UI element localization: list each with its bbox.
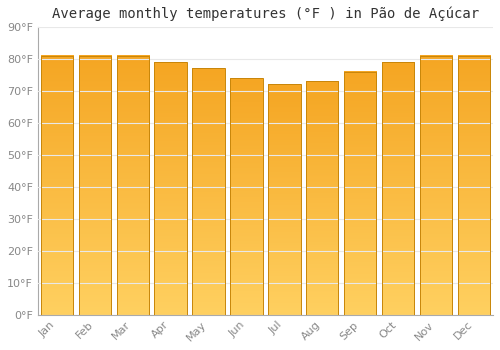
Bar (382, 62, 414, 315)
Bar (230, 78, 262, 315)
Bar (458, 56, 490, 315)
Bar (420, 56, 452, 315)
Title: Average monthly temperatures (°F ) in Pão de Açúcar: Average monthly temperatures (°F ) in Pã… (52, 7, 479, 21)
Bar (116, 56, 149, 315)
Bar (40, 56, 73, 315)
Bar (344, 72, 376, 315)
Bar (306, 81, 338, 315)
Bar (192, 68, 224, 315)
Bar (154, 62, 186, 315)
Bar (78, 56, 111, 315)
Bar (268, 84, 300, 315)
